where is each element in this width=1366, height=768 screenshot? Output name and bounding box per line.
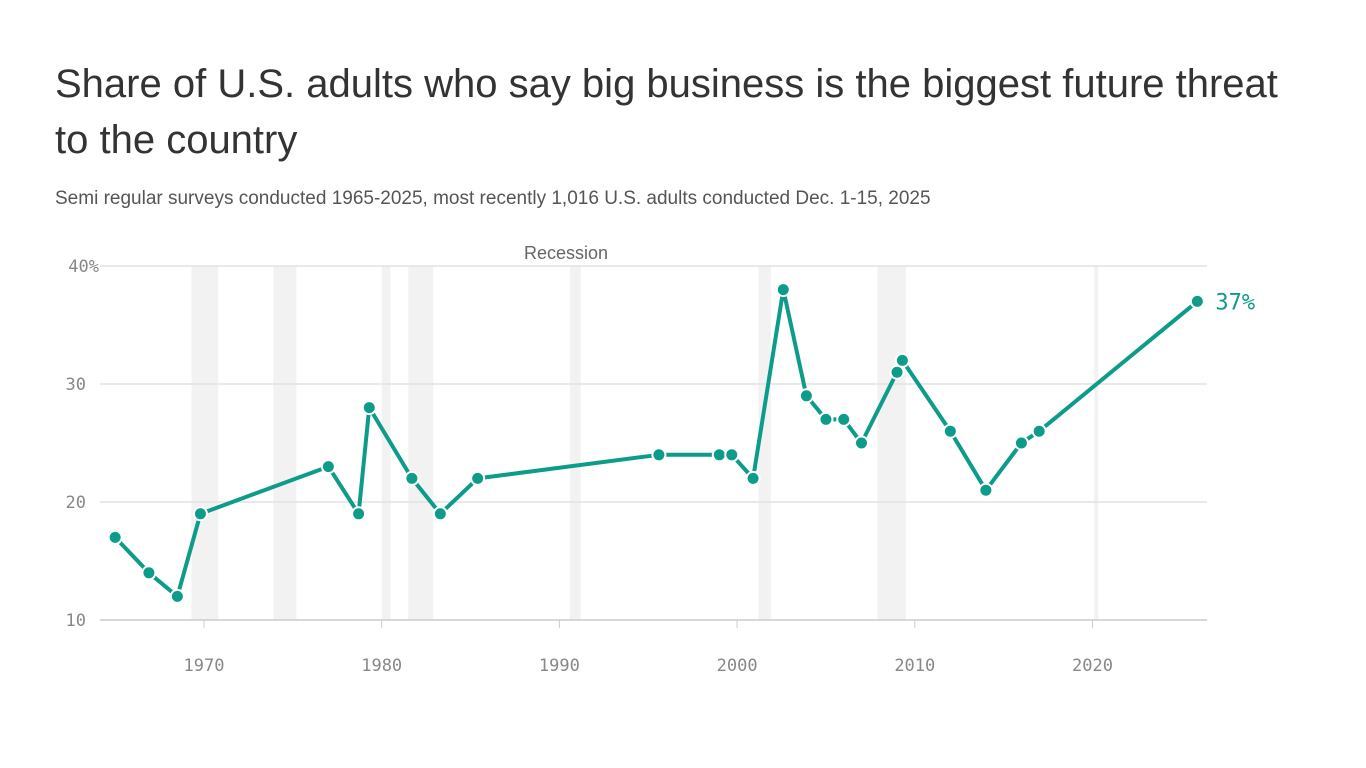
- recession-band: [381, 266, 391, 620]
- data-point: [470, 470, 486, 486]
- recession-band: [273, 266, 297, 620]
- data-point: [978, 482, 994, 498]
- recession-band: [408, 266, 434, 620]
- data-point: [775, 282, 791, 298]
- data-point: [169, 588, 185, 604]
- data-point: [320, 459, 336, 475]
- y-tick-label: 10: [66, 611, 86, 631]
- recession-label: Recession: [524, 243, 608, 263]
- recession-band: [570, 266, 581, 620]
- x-tick-label: 1990: [539, 656, 580, 676]
- x-tick-label: 2000: [717, 656, 758, 676]
- data-point: [351, 506, 367, 522]
- data-point: [107, 529, 123, 545]
- data-point: [432, 506, 448, 522]
- end-value-label: 37%: [1215, 290, 1255, 315]
- chart-title: Share of U.S. adults who say big busines…: [55, 62, 1278, 162]
- x-tick-label: 2020: [1072, 656, 1113, 676]
- y-tick-label: 40%: [68, 257, 99, 277]
- data-point: [818, 411, 834, 427]
- x-tick-label: 1970: [184, 656, 225, 676]
- data-point: [942, 423, 958, 439]
- data-point: [1013, 435, 1029, 451]
- recession-band: [758, 266, 771, 620]
- recession-band: [877, 266, 906, 620]
- data-point: [894, 352, 910, 368]
- x-tick-label: 2010: [894, 656, 935, 676]
- data-point: [651, 447, 667, 463]
- data-point: [798, 388, 814, 404]
- chart-subtitle: Semi regular surveys conducted 1965-2025…: [55, 188, 931, 209]
- data-point: [853, 435, 869, 451]
- recession-band: [191, 266, 219, 620]
- x-tick-label: 1980: [361, 656, 402, 676]
- y-tick-label: 30: [66, 375, 86, 395]
- data-point: [889, 364, 905, 380]
- data-point: [1189, 293, 1205, 309]
- data-point: [745, 470, 761, 486]
- data-point: [724, 447, 740, 463]
- data-point: [404, 470, 420, 486]
- recession-band: [1094, 266, 1099, 620]
- y-tick-label: 20: [66, 493, 86, 513]
- data-point: [836, 411, 852, 427]
- data-point: [711, 447, 727, 463]
- data-point: [361, 400, 377, 416]
- series-line: [113, 287, 1199, 599]
- data-point: [1031, 423, 1047, 439]
- data-point: [192, 506, 208, 522]
- data-point: [141, 565, 157, 581]
